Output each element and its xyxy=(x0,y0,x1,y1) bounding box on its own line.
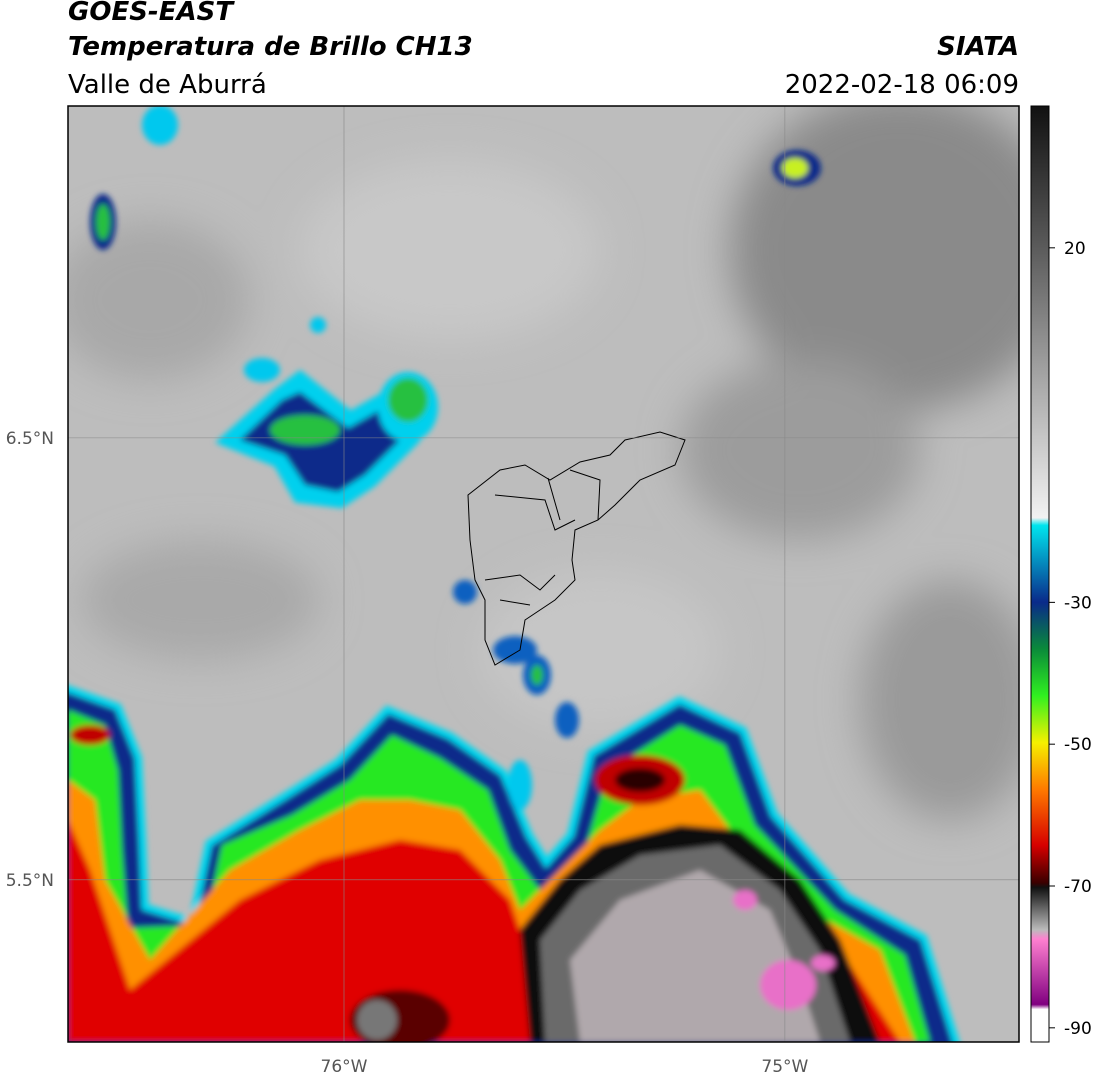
grid xyxy=(68,106,1019,1042)
x-tick-label: 75°W xyxy=(761,1057,808,1077)
municipal-boundaries xyxy=(467,431,686,666)
colorbar xyxy=(1030,105,1050,1043)
colorbar-tick-label: -90 xyxy=(1064,1019,1092,1039)
map-frame xyxy=(67,105,1020,1043)
y-tick-label: 5.5°N xyxy=(6,871,54,891)
region: Valle de Aburrá xyxy=(68,70,267,100)
colorbar-tick-label: -30 xyxy=(1064,593,1092,613)
colorbar-tick-label: -70 xyxy=(1064,877,1092,897)
datetime: 2022-02-18 06:09 xyxy=(785,70,1019,100)
title: GOES-EAST xyxy=(68,0,235,27)
x-tick-label: 76°W xyxy=(321,1057,368,1077)
source: SIATA xyxy=(937,32,1019,62)
colorbar-tick-label: 20 xyxy=(1064,239,1086,259)
y-tick-label: 6.5°N xyxy=(6,429,54,449)
satellite-image xyxy=(68,106,1019,1042)
colorbar-tick-label: -50 xyxy=(1064,735,1092,755)
subtitle: Temperatura de Brillo CH13 xyxy=(68,32,473,62)
